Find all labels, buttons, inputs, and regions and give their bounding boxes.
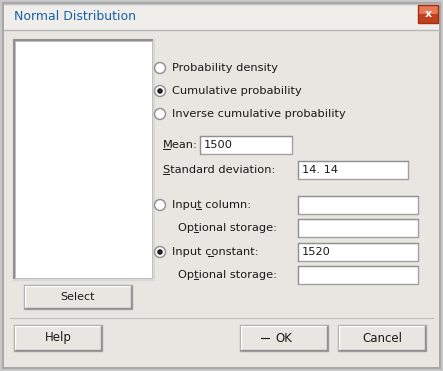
Circle shape [155,247,164,256]
Text: Cumulative probability: Cumulative probability [172,86,302,96]
Circle shape [155,200,166,210]
Text: Help: Help [45,332,71,345]
Bar [298,243,418,261]
Text: 14. 14: 14. 14 [302,165,338,175]
Bar [298,219,418,237]
Bar [298,196,418,214]
Circle shape [155,63,164,72]
Text: Standard deviation:: Standard deviation: [163,165,276,175]
Text: Cancel: Cancel [362,332,402,345]
Text: Input constant:: Input constant: [172,247,259,257]
Bar [200,136,292,154]
Text: 1520: 1520 [302,247,331,257]
Bar [418,5,438,14]
Text: Input column:: Input column: [172,200,251,210]
Bar [24,285,132,309]
Circle shape [155,86,164,95]
Bar [16,42,152,278]
Circle shape [155,62,166,73]
Bar [418,14,438,23]
Bar [240,325,328,351]
Circle shape [155,200,164,210]
Text: Optional storage:: Optional storage: [178,270,277,280]
Bar [4,4,439,30]
Bar [298,161,408,179]
Bar [418,5,438,23]
Circle shape [155,108,166,119]
Bar [338,325,426,351]
Circle shape [155,85,166,96]
Text: 1500: 1500 [204,140,233,150]
Bar [298,266,418,284]
Text: Mean:: Mean: [163,140,198,150]
Circle shape [155,246,166,257]
Circle shape [155,109,164,118]
Text: Probability density: Probability density [172,63,278,73]
Text: Select: Select [61,292,95,302]
Text: OK: OK [276,332,292,345]
Bar [14,325,102,351]
Circle shape [157,249,163,255]
Text: Inverse cumulative probability: Inverse cumulative probability [172,109,346,119]
Bar [14,40,154,280]
Text: Normal Distribution: Normal Distribution [14,10,136,23]
Circle shape [157,88,163,94]
Text: Optional storage:: Optional storage: [178,223,277,233]
Text: x: x [424,9,431,19]
